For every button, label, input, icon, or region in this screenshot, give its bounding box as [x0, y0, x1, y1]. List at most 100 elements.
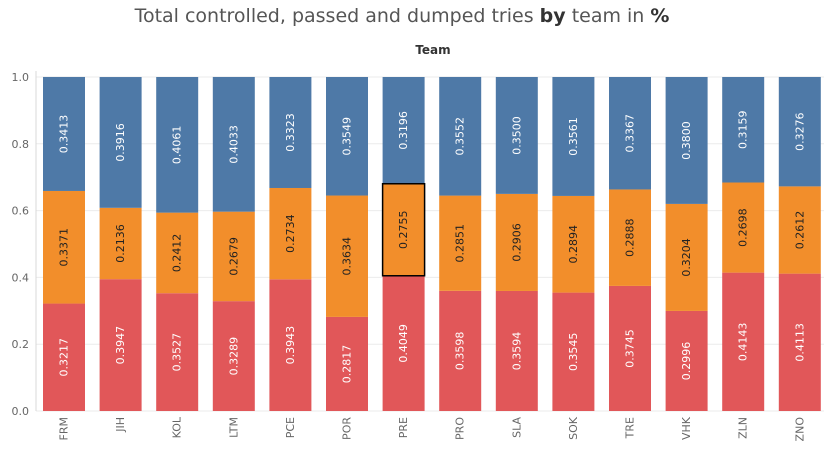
data-label: 0.3217 [58, 338, 71, 377]
data-label: 0.2755 [397, 211, 410, 250]
data-label: 0.2612 [793, 211, 806, 250]
data-label: 0.3159 [737, 111, 750, 150]
bar-segment-zln-0[interactable] [722, 272, 765, 411]
bar-segment-vhk-2[interactable] [665, 77, 708, 204]
data-label: 0.3634 [341, 237, 354, 276]
bar-segment-zln-2[interactable] [722, 77, 765, 183]
bar-segment-pre-1[interactable] [382, 183, 425, 276]
data-label: 0.4143 [737, 323, 750, 362]
y-tick-label: 0.8 [12, 138, 30, 151]
bar-segment-sok-2[interactable] [552, 77, 595, 196]
data-label: 0.3594 [510, 332, 523, 371]
x-tick-label: LTM [227, 417, 240, 438]
data-label: 0.2698 [737, 208, 750, 247]
title-part-4: % [650, 5, 670, 27]
data-label: 0.2906 [510, 223, 523, 262]
data-label: 0.4049 [397, 324, 410, 363]
y-tick-label: 0.0 [12, 405, 30, 418]
y-tick-label: 0.2 [12, 338, 30, 351]
data-label: 0.3204 [680, 238, 693, 277]
data-label: 0.2888 [624, 218, 637, 256]
bar-segment-pce-0[interactable] [269, 279, 312, 411]
data-label: 0.3289 [227, 337, 240, 376]
x-tick-label: PRE [397, 417, 410, 438]
bar-segment-kol-1[interactable] [156, 212, 199, 294]
x-tick-label: TRE [624, 417, 637, 439]
bar-segment-sla-2[interactable] [495, 77, 538, 194]
data-label: 0.4033 [227, 125, 240, 164]
y-axis: 0.0 0.2 0.4 0.6 0.8 1.0 [12, 71, 37, 418]
bar-segment-sok-1[interactable] [552, 195, 595, 293]
data-label: 0.3947 [114, 326, 127, 365]
bar-segment-pro-1[interactable] [439, 195, 482, 291]
x-tick-label: FRM [58, 417, 71, 440]
bar-segment-kol-2[interactable] [156, 77, 199, 213]
bars-layer: 0.3217 0.3371 0.3413 0.3947 0.2136 0.3916 0.35… [43, 76, 821, 411]
bar-segment-jih-1[interactable] [99, 207, 142, 280]
bar-segment-vhk-1[interactable] [665, 203, 708, 311]
data-label: 0.3371 [58, 228, 71, 267]
data-label: 0.3367 [624, 114, 637, 153]
bar-segment-pce-2[interactable] [269, 77, 312, 188]
bar-segment-pre-0[interactable] [382, 275, 425, 411]
bar-segment-vhk-0[interactable] [665, 310, 708, 411]
bar-segment-kol-0[interactable] [156, 293, 199, 411]
y-tick-label: 0.6 [12, 205, 30, 218]
bar-segment-pce-1[interactable] [269, 187, 312, 280]
bar-segment-ltm-2[interactable] [212, 76, 255, 212]
bar-segment-por-1[interactable] [326, 195, 368, 317]
data-label: 0.3745 [624, 329, 637, 368]
data-label: 0.3196 [397, 111, 410, 150]
x-tick-label: PRO [454, 417, 467, 440]
bar-segment-ltm-0[interactable] [212, 301, 255, 411]
data-label: 0.3943 [284, 326, 297, 365]
bar-segment-sla-1[interactable] [495, 193, 538, 291]
bar-segment-tre-1[interactable] [609, 189, 651, 286]
data-label: 0.3527 [171, 333, 184, 372]
data-label: 0.3549 [341, 117, 354, 156]
bar-segment-por-0[interactable] [326, 316, 368, 411]
data-label: 0.2136 [114, 224, 127, 263]
x-tick-label: KOL [171, 416, 184, 438]
data-label: 0.4113 [793, 323, 806, 362]
x-tick-label: JIH [114, 417, 127, 433]
chart-title: Total controlled, passed and dumped trie… [0, 5, 804, 27]
bar-segment-tre-0[interactable] [609, 285, 651, 411]
x-axis: FRM JIH KOL LTM PCE POR PRE PRO SLA SOK TRE VHK ZLN Z… [58, 416, 807, 441]
x-tick-label: SOK [567, 416, 580, 440]
title-part-1: Total controlled, passed and dumped trie… [134, 5, 540, 27]
bar-segment-ltm-1[interactable] [212, 211, 255, 302]
bar-segment-zno-1[interactable] [778, 186, 821, 274]
bar-segment-jih-2[interactable] [99, 77, 142, 208]
bar-segment-frm-2[interactable] [43, 76, 85, 191]
data-label: 0.3598 [454, 332, 467, 371]
data-label: 0.3916 [114, 123, 127, 161]
title-part-2: by [539, 5, 566, 27]
data-label: 0.3545 [567, 333, 580, 372]
data-label: 0.2412 [171, 234, 184, 272]
x-tick-label: ZNO [793, 417, 806, 442]
title-part-3: team in [565, 5, 651, 27]
bar-segment-frm-0[interactable] [43, 303, 85, 411]
bar-segment-por-2[interactable] [326, 77, 368, 196]
bar-segment-sok-0[interactable] [552, 292, 595, 411]
bar-segment-pro-2[interactable] [439, 76, 482, 196]
data-label: 0.2817 [341, 345, 354, 384]
data-label: 0.3323 [284, 113, 297, 152]
y-tick-label: 1.0 [12, 71, 30, 84]
bar-segment-frm-1[interactable] [43, 190, 85, 304]
bar-segment-zno-2[interactable] [778, 76, 821, 187]
x-tick-label: VHK [680, 416, 693, 440]
column-header-team: Team [415, 43, 451, 57]
bar-segment-pre-2[interactable] [382, 77, 425, 184]
bar-segment-zno-0[interactable] [778, 273, 821, 411]
bar-segment-tre-2[interactable] [609, 77, 651, 190]
data-label: 0.3276 [793, 112, 806, 151]
bar-segment-zln-1[interactable] [722, 182, 765, 273]
data-label: 0.4061 [171, 126, 184, 165]
data-label: 0.3561 [567, 117, 580, 156]
bar-segment-sla-0[interactable] [495, 290, 538, 411]
bar-segment-jih-0[interactable] [99, 279, 142, 411]
bar-segment-pro-0[interactable] [439, 290, 482, 411]
